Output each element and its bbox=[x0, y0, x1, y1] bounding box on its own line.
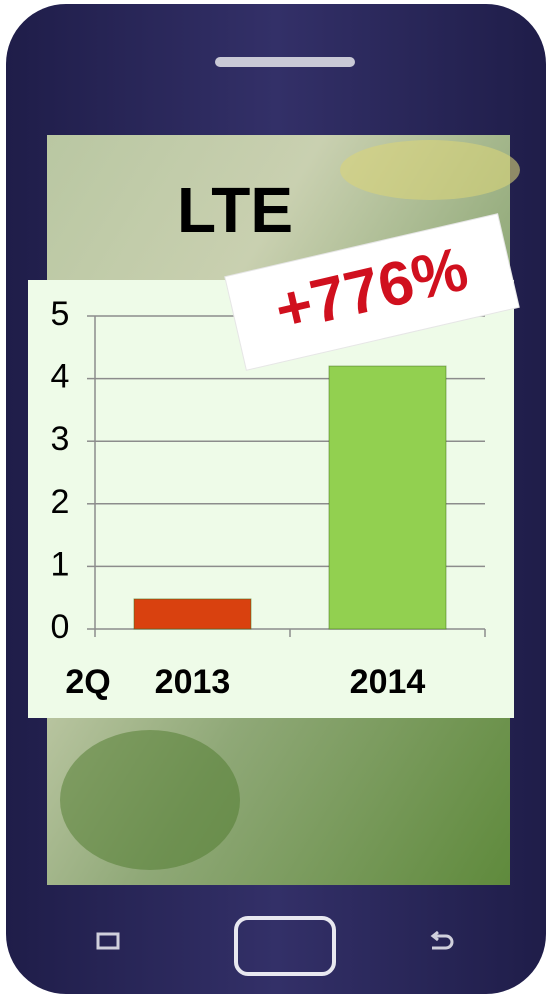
x-tick-label: 2013 bbox=[155, 663, 231, 701]
y-tick-label: 0 bbox=[51, 608, 70, 646]
bar bbox=[133, 598, 252, 630]
annotation-card bbox=[224, 213, 520, 371]
chart-title: LTE bbox=[177, 174, 293, 246]
x-tick-label: 2014 bbox=[350, 663, 426, 701]
y-tick-label: 2 bbox=[51, 483, 70, 521]
back-button[interactable] bbox=[430, 930, 454, 950]
speaker bbox=[215, 57, 355, 67]
menu-button[interactable] bbox=[96, 932, 120, 950]
bar bbox=[328, 365, 447, 630]
screen-blur bbox=[340, 140, 520, 200]
plot: 0 1 2 3 4 5 2013 2014 bbox=[51, 295, 486, 701]
x-label: 2Q bbox=[65, 663, 110, 701]
y-tick-label: 1 bbox=[51, 545, 70, 583]
screen-blur bbox=[60, 730, 240, 870]
y-tick-label: 3 bbox=[51, 420, 70, 458]
y-tick-label: 5 bbox=[51, 295, 70, 333]
home-button[interactable] bbox=[234, 916, 336, 976]
y-tick-label: 4 bbox=[51, 358, 70, 396]
